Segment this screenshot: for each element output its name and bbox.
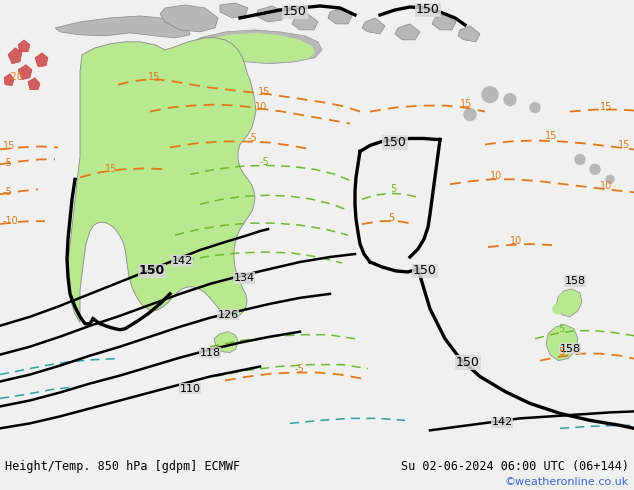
Text: 15: 15 — [105, 164, 117, 174]
Text: 142: 142 — [171, 256, 193, 266]
Text: 5: 5 — [558, 324, 564, 334]
Polygon shape — [220, 3, 248, 18]
Text: -5: -5 — [3, 158, 13, 169]
Text: -5: -5 — [260, 157, 269, 168]
Text: -10: -10 — [3, 216, 19, 226]
Polygon shape — [362, 18, 385, 34]
Text: ©weatheronline.co.uk: ©weatheronline.co.uk — [505, 477, 629, 487]
Circle shape — [464, 109, 476, 121]
Polygon shape — [195, 33, 315, 63]
Text: 10: 10 — [255, 101, 268, 112]
Text: 5: 5 — [388, 213, 394, 223]
Circle shape — [559, 293, 571, 305]
Polygon shape — [556, 289, 582, 317]
Text: Su 02-06-2024 06:00 UTC (06+144): Su 02-06-2024 06:00 UTC (06+144) — [401, 460, 629, 473]
Circle shape — [482, 87, 498, 102]
Circle shape — [504, 94, 516, 105]
Circle shape — [575, 154, 585, 164]
Text: 10: 10 — [490, 172, 502, 181]
Text: 15: 15 — [258, 87, 270, 97]
Text: 118: 118 — [200, 347, 221, 358]
Circle shape — [590, 164, 600, 174]
Circle shape — [530, 102, 540, 113]
Text: 150: 150 — [139, 265, 165, 277]
Polygon shape — [18, 65, 32, 80]
Text: 110: 110 — [179, 384, 200, 393]
Polygon shape — [328, 8, 352, 24]
Polygon shape — [160, 5, 218, 32]
Text: 150: 150 — [416, 3, 440, 17]
Text: 15: 15 — [3, 142, 15, 151]
Polygon shape — [256, 6, 285, 22]
Text: 5: 5 — [390, 184, 396, 194]
Text: 15: 15 — [600, 101, 612, 112]
Polygon shape — [28, 78, 40, 90]
Polygon shape — [35, 53, 48, 67]
Text: 150: 150 — [383, 136, 407, 149]
Polygon shape — [8, 48, 22, 64]
Polygon shape — [214, 332, 238, 353]
Text: 150: 150 — [413, 265, 437, 277]
Polygon shape — [458, 26, 480, 42]
Polygon shape — [55, 16, 190, 38]
Text: 15: 15 — [460, 98, 472, 109]
Text: -5: -5 — [3, 187, 13, 197]
Text: 150: 150 — [283, 5, 307, 19]
Text: 15: 15 — [545, 131, 557, 142]
Polygon shape — [188, 30, 322, 64]
Polygon shape — [68, 38, 256, 323]
Text: -20: -20 — [8, 72, 24, 82]
Text: 158: 158 — [564, 276, 586, 286]
Polygon shape — [546, 325, 578, 361]
Polygon shape — [18, 40, 30, 52]
Polygon shape — [4, 74, 14, 86]
Text: 15: 15 — [618, 141, 630, 150]
Text: 126: 126 — [217, 310, 238, 320]
Text: 5: 5 — [558, 346, 564, 357]
Text: 15: 15 — [148, 72, 160, 82]
Text: 10: 10 — [600, 181, 612, 191]
Polygon shape — [395, 24, 420, 40]
Text: -5: -5 — [295, 364, 305, 373]
Text: -5: -5 — [248, 133, 258, 144]
Polygon shape — [292, 14, 318, 30]
Circle shape — [606, 175, 614, 183]
Text: 142: 142 — [491, 417, 513, 427]
Text: 150: 150 — [456, 356, 480, 369]
Text: 158: 158 — [559, 343, 581, 354]
Text: 10: 10 — [510, 236, 522, 246]
Circle shape — [553, 304, 563, 314]
Text: Height/Temp. 850 hPa [gdpm] ECMWF: Height/Temp. 850 hPa [gdpm] ECMWF — [5, 460, 240, 473]
Text: 134: 134 — [233, 273, 255, 283]
Polygon shape — [432, 14, 456, 30]
